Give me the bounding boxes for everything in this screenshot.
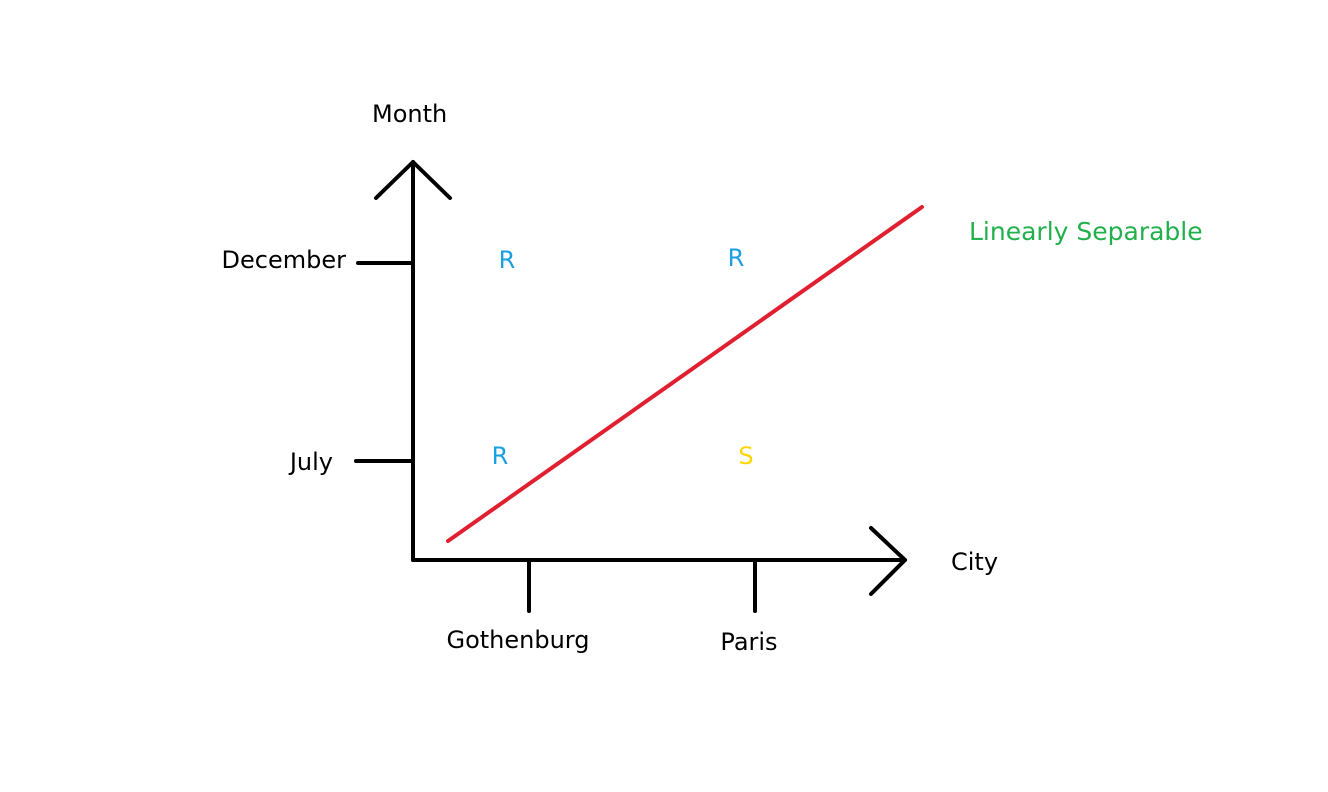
point-paris-december: R — [728, 244, 745, 272]
x-tick-label-gothenburg: Gothenburg — [446, 626, 589, 654]
separator-line — [446, 205, 924, 543]
y-tick-label-july: July — [288, 448, 333, 476]
x-axis-title: City — [951, 548, 998, 576]
x-axis-arrowhead — [869, 526, 907, 596]
separator-label: Linearly Separable — [969, 217, 1203, 246]
y-tick-label-december: December — [222, 246, 347, 274]
point-gothenburg-july: R — [492, 442, 509, 470]
y-axis-title: Month — [372, 100, 447, 128]
point-gothenburg-december: R — [499, 246, 516, 274]
axes — [354, 160, 907, 613]
point-paris-july: S — [738, 442, 753, 470]
y-axis-arrowhead — [374, 160, 452, 200]
x-tick-label-paris: Paris — [720, 628, 777, 656]
